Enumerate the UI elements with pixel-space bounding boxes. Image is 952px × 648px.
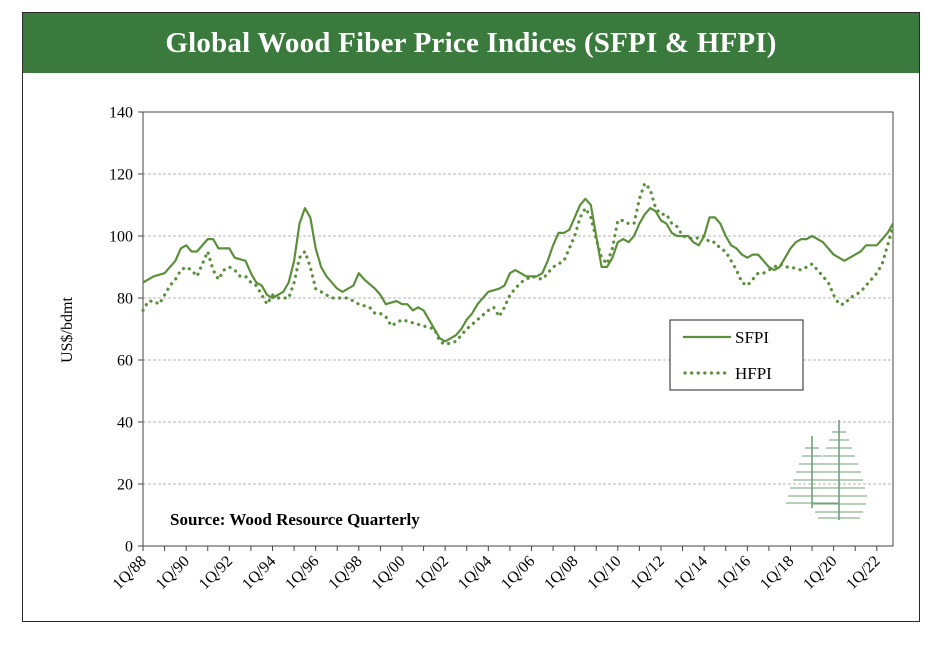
x-tick-label: 1Q/92	[196, 553, 236, 593]
chart-title: Global Wood Fiber Price Indices (SFPI & …	[23, 13, 919, 73]
x-tick-label: 1Q/02	[412, 553, 452, 593]
source-annotation: Source: Wood Resource Quarterly	[170, 510, 420, 529]
x-tick-label: 1Q/04	[455, 553, 495, 593]
x-tick-label: 1Q/14	[671, 553, 711, 593]
x-tick-label: 1Q/94	[239, 553, 279, 593]
x-tick-label: 1Q/96	[282, 553, 322, 593]
series-line-hfpi	[141, 181, 895, 347]
y-axis-label: US$/bdmt	[59, 297, 76, 363]
x-tick-label: 1Q/98	[325, 553, 365, 593]
x-tick-label: 1Q/88	[110, 553, 150, 593]
x-tick-label: 1Q/06	[498, 553, 538, 593]
legend-label-sfpi: SFPI	[735, 328, 769, 347]
x-tick-label: 1Q/12	[628, 553, 668, 593]
legend-box	[669, 319, 804, 391]
y-tick-label: 80	[117, 291, 133, 308]
x-tick-label: 1Q/22	[843, 553, 883, 593]
y-tick-label: 120	[109, 167, 133, 184]
y-tick-label: 100	[109, 229, 133, 246]
pine-trees-logo	[786, 420, 867, 520]
legend: SFPI HFPI	[669, 319, 804, 391]
y-tick-label: 40	[117, 415, 133, 432]
x-tick-label: 1Q/90	[153, 553, 193, 593]
series-layer	[141, 181, 895, 347]
x-tick-label: 1Q/16	[714, 553, 754, 593]
x-tick-label: 1Q/00	[369, 553, 409, 593]
legend-label-hfpi: HFPI	[735, 364, 772, 383]
x-tick-label: 1Q/18	[757, 553, 797, 593]
y-tick-label: 0	[125, 539, 133, 556]
y-tick-label: 60	[117, 353, 133, 370]
y-tick-label: 20	[117, 477, 133, 494]
series-line-sfpi	[142, 197, 894, 343]
chart-frame: Global Wood Fiber Price Indices (SFPI & …	[22, 12, 920, 622]
x-tick-label: 1Q/08	[541, 553, 581, 593]
plot-area	[142, 111, 894, 547]
y-tick-label: 140	[109, 105, 133, 122]
x-tick-label: 1Q/20	[800, 553, 840, 593]
x-tick-label: 1Q/10	[584, 553, 624, 593]
